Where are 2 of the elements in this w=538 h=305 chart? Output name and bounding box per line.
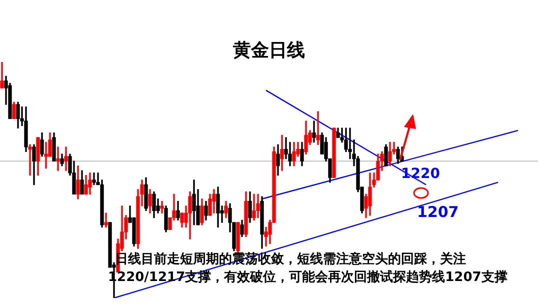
annotation: 1207 xyxy=(417,203,459,221)
chart-title: 黄金日线 xyxy=(232,39,306,62)
